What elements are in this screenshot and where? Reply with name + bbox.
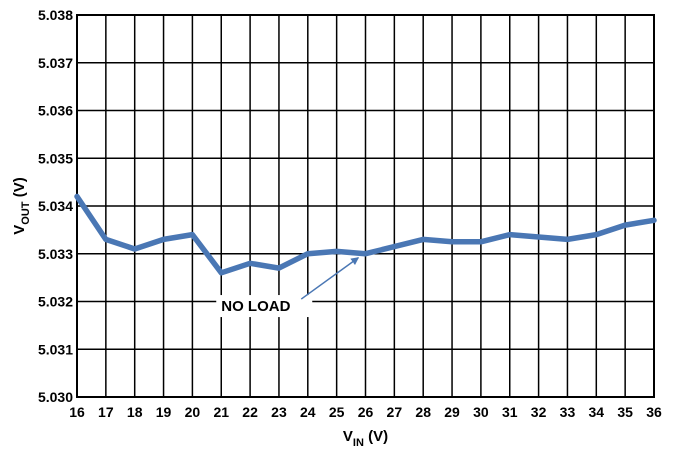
x-tick-label: 26	[358, 404, 374, 420]
y-tick-label: 5.031	[38, 341, 73, 357]
y-tick-labels: 5.030 5.031 5.032 5.033 5.034 5.035 5.036 5.037…	[38, 7, 73, 405]
x-tick-label: 33	[560, 404, 576, 420]
x-tick-label: 21	[213, 404, 229, 420]
y-tick-label: 5.034	[38, 198, 73, 214]
x-tick-label: 20	[185, 404, 201, 420]
y-tick-label: 5.036	[38, 103, 73, 119]
x-tick-label: 24	[300, 404, 316, 420]
annotation-background	[216, 295, 313, 318]
plot-frame	[76, 14, 655, 398]
y-tick-label: 5.033	[38, 246, 73, 262]
y-tick-label: 5.035	[38, 150, 73, 166]
x-tick-label: 28	[415, 404, 431, 420]
x-axis-label-main: V	[343, 428, 353, 445]
y-axis-label-sub: OUT	[20, 201, 32, 225]
y-axis-label-main: V	[11, 225, 28, 235]
y-tick-label: 5.032	[38, 294, 73, 310]
grid-lines	[76, 14, 655, 398]
x-tick-label: 16	[69, 404, 85, 420]
x-tick-label: 25	[329, 404, 345, 420]
x-tick-label: 32	[531, 404, 547, 420]
x-tick-label: 35	[617, 404, 633, 420]
x-axis-label-sub: IN	[353, 437, 364, 449]
x-tick-label: 31	[502, 404, 518, 420]
x-axis-label: VIN (V)	[343, 428, 388, 449]
y-tick-label: 5.038	[38, 7, 73, 23]
x-tick-label: 29	[444, 404, 460, 420]
x-tick-label: 27	[387, 404, 403, 420]
series-layer	[74, 193, 657, 276]
x-tick-label: 23	[271, 404, 287, 420]
y-axis-label-unit: (V)	[11, 177, 28, 201]
x-axis-label-unit: (V)	[364, 428, 388, 445]
x-tick-label: 22	[242, 404, 258, 420]
x-tick-labels: 16 17 18 19 20 21 22 23 24 25 26 27 28 29 30 31 32 33 34 35…	[69, 404, 662, 420]
x-tick-label: 34	[589, 404, 605, 420]
annotation: NO LOAD	[216, 257, 360, 318]
x-tick-label: 36	[646, 404, 662, 420]
annotation-label: NO LOAD	[221, 298, 290, 315]
y-tick-label: 5.037	[38, 55, 73, 71]
x-tick-label: 17	[98, 404, 114, 420]
y-axis-label: VOUT (V)	[11, 177, 32, 234]
x-tick-label: 19	[156, 404, 172, 420]
x-tick-label: 30	[473, 404, 489, 420]
y-tick-label: 5.030	[38, 389, 73, 405]
x-tick-label: 18	[127, 404, 143, 420]
annotation-arrow	[300, 257, 360, 300]
